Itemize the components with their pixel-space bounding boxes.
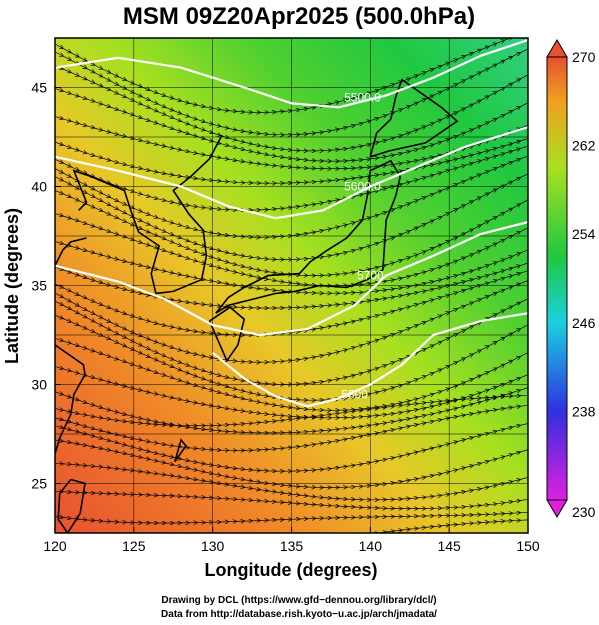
x-axis-label: Longitude (degrees) (204, 560, 377, 580)
coastline (215, 159, 402, 314)
contour-label: 5700 (357, 269, 384, 283)
x-tick-label: 140 (359, 538, 383, 554)
colorbar-tick-label: 254 (572, 226, 596, 242)
x-tick-label: 145 (437, 538, 461, 554)
colorbar: 230 238 246 254 262 270 (546, 39, 596, 520)
contour-label: 5600.0 (344, 180, 381, 194)
coastline (55, 344, 86, 455)
x-axis-ticks: 120 125 130 135 140 145 150 (43, 527, 540, 554)
y-tick-label: 30 (31, 377, 47, 393)
plot-area: 5500.0 5600.0 5700 5800 (55, 38, 528, 533)
colorbar-tick-label: 262 (572, 138, 596, 154)
y-tick-label: 25 (31, 476, 47, 492)
x-tick-label: 125 (122, 538, 146, 554)
x-tick-label: 130 (201, 538, 225, 554)
colorbar-top-arrow (546, 39, 568, 58)
y-tick-label: 40 (31, 179, 47, 195)
contour-label: 5800 (341, 387, 368, 401)
height-contour-line (55, 221, 528, 337)
x-tick-label: 150 (516, 538, 540, 554)
colorbar-tick-label: 230 (572, 504, 596, 520)
height-contour-line (55, 38, 528, 109)
coastline (174, 438, 187, 463)
colorbar-bottom-arrow (546, 499, 568, 518)
colorbar-ticks: 230 238 246 254 262 270 (572, 49, 596, 520)
colorbar-scale (546, 56, 568, 501)
colorbar-tick-label: 246 (572, 315, 596, 331)
contour-label: 5500.0 (344, 90, 381, 104)
colorbar-tick-label: 270 (572, 49, 596, 65)
y-axis-label: Latitude (degrees) (2, 208, 22, 364)
height-contours: 5500.0 5600.0 5700 5800 (55, 38, 528, 408)
y-tick-label: 35 (31, 278, 47, 294)
credit-drawing: Drawing by DCL (https://www.gfd−dennou.o… (161, 595, 436, 606)
y-axis-ticks: 25 30 35 40 45 (31, 80, 61, 492)
height-contour-line (55, 126, 528, 220)
coastline (369, 78, 459, 158)
x-tick-label: 135 (280, 538, 304, 554)
colorbar-tick-label: 238 (572, 403, 596, 419)
x-tick-label: 120 (43, 538, 67, 554)
credit-data: Data from http://database.rish.kyoto−u.a… (161, 609, 437, 620)
map-title: MSM 09Z20Apr2025 (500.0hPa) (123, 3, 475, 30)
coastline (55, 237, 87, 267)
height-contour-line (212, 312, 528, 408)
y-tick-label: 45 (31, 80, 47, 96)
gridlines (55, 38, 528, 533)
